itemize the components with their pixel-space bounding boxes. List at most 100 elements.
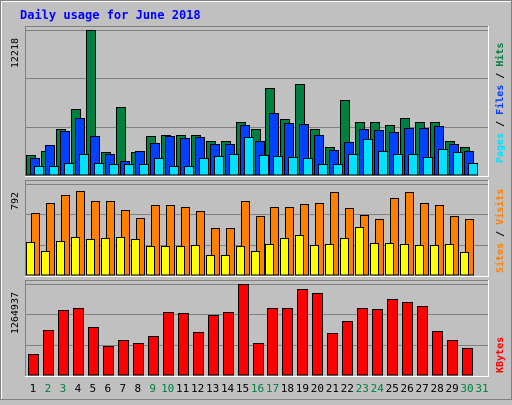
bar-pages-day-19 <box>303 158 313 176</box>
x-tick-day-1: 1 <box>30 382 37 395</box>
bar-pages-day-13 <box>214 156 224 176</box>
y-max-label: 12218 <box>10 38 21 68</box>
bar-sites-day-24 <box>370 243 379 276</box>
bar-pages-day-27 <box>423 157 433 176</box>
x-tick-day-9: 9 <box>149 382 156 395</box>
x-tick-day-3: 3 <box>60 382 67 395</box>
bar-pages-day-17 <box>273 156 283 176</box>
bar-pages-day-2 <box>49 166 59 176</box>
bar-sites-day-15 <box>236 246 245 276</box>
x-tick-day-10: 10 <box>161 382 174 395</box>
x-tick-day-8: 8 <box>134 382 141 395</box>
bar-kbytes-day-16 <box>253 343 264 376</box>
legend-entry: KBytes <box>495 337 506 373</box>
bar-sites-day-16 <box>251 251 260 276</box>
x-tick-day-22: 22 <box>341 382 354 395</box>
x-tick-day-7: 7 <box>119 382 126 395</box>
bar-kbytes-day-22 <box>342 321 353 376</box>
bar-kbytes-day-5 <box>88 327 99 376</box>
y-max-label: 792 <box>10 192 21 210</box>
bar-visits-day-10 <box>166 205 175 276</box>
legend-separator: / <box>495 225 506 243</box>
x-tick-day-16: 16 <box>251 382 264 395</box>
legend-hits: Pages / Files / Hits <box>494 43 506 163</box>
bar-kbytes-day-4 <box>73 308 84 376</box>
bar-pages-day-25 <box>393 154 403 176</box>
bar-visits-day-14 <box>226 228 235 276</box>
bar-kbytes-day-15 <box>238 284 249 376</box>
bar-pages-day-10 <box>169 166 179 176</box>
x-tick-day-24: 24 <box>371 382 385 395</box>
x-tick-day-20: 20 <box>311 382 324 395</box>
legend-entry: Sites <box>494 243 506 273</box>
x-tick-day-13: 13 <box>206 382 219 395</box>
bar-sites-day-11 <box>176 246 185 276</box>
bar-kbytes-day-24 <box>372 309 383 376</box>
bar-pages-day-18 <box>288 157 298 176</box>
bar-kbytes-day-21 <box>327 333 338 376</box>
bar-kbytes-day-28 <box>432 331 443 376</box>
bar-visits-day-15 <box>241 201 250 276</box>
chart-title: Daily usage for June 2018 <box>20 8 201 22</box>
bar-pages-day-22 <box>348 154 358 176</box>
bar-visits-day-27 <box>420 203 429 276</box>
x-tick-day-12: 12 <box>191 382 204 395</box>
x-tick-day-29: 29 <box>445 382 458 395</box>
x-tick-day-28: 28 <box>430 382 443 395</box>
panel-hits: 12218 Pages / Files / Hits <box>10 26 506 177</box>
panel-kbytes: 1264937 KBytes <box>10 280 506 377</box>
bar-visits-day-12 <box>196 211 205 276</box>
x-tick-day-19: 19 <box>296 382 309 395</box>
bar-sites-day-30 <box>460 252 469 276</box>
bar-pages-day-7 <box>124 164 134 176</box>
bar-kbytes-day-13 <box>208 315 219 376</box>
bar-sites-day-23 <box>355 227 364 276</box>
bar-pages-day-15 <box>244 137 254 176</box>
bar-visits-day-28 <box>435 205 444 276</box>
bar-pages-day-20 <box>318 164 328 176</box>
bar-kbytes-day-27 <box>417 306 428 376</box>
bar-sites-day-9 <box>146 246 155 276</box>
bar-sites-day-4 <box>71 237 80 276</box>
bar-sites-day-22 <box>340 238 349 276</box>
legend-kbytes: KBytes <box>495 337 506 373</box>
bar-kbytes-day-3 <box>58 310 69 376</box>
bar-pages-day-14 <box>229 154 239 176</box>
x-tick-day-26: 26 <box>401 382 414 395</box>
bar-visits-day-26 <box>405 192 414 276</box>
x-tick-day-2: 2 <box>45 382 52 395</box>
legend-entry: Visits <box>494 189 506 225</box>
x-tick-day-17: 17 <box>266 382 279 395</box>
x-axis-labels: 1 2 3 4 5 6 7 8 9 10 11 12 13 14 15 16 17 18 19 20 21 22 23 24 2… <box>30 382 489 395</box>
legend-entry: Hits <box>494 43 506 67</box>
bar-kbytes-day-10 <box>163 312 174 376</box>
legend-entry: Pages <box>495 133 506 163</box>
panel-visits: 792 Sites / Visits <box>10 180 506 277</box>
bar-kbytes-day-9 <box>148 336 159 376</box>
bar-pages-day-8 <box>139 164 149 176</box>
bar-sites-day-8 <box>131 239 140 276</box>
bar-kbytes-day-7 <box>118 340 129 376</box>
bar-kbytes-day-19 <box>297 289 308 376</box>
bar-pages-day-26 <box>408 154 418 176</box>
bar-visits-day-4 <box>76 191 85 276</box>
bar-pages-day-3 <box>64 163 74 176</box>
bar-sites-day-17 <box>265 244 274 276</box>
bar-kbytes-day-12 <box>193 332 204 376</box>
bar-sites-day-5 <box>86 239 95 276</box>
bar-visits-day-13 <box>211 228 220 276</box>
bar-pages-day-16 <box>259 155 269 176</box>
bar-sites-day-28 <box>430 245 439 276</box>
bar-kbytes-day-8 <box>133 343 144 376</box>
x-tick-day-15: 15 <box>236 382 249 395</box>
bar-kbytes-day-25 <box>387 299 398 376</box>
bar-visits-day-20 <box>315 203 324 276</box>
bar-kbytes-day-30 <box>462 348 473 376</box>
x-tick-day-31: 31 <box>475 382 488 395</box>
bar-visits-day-11 <box>181 207 190 276</box>
x-tick-day-6: 6 <box>105 382 112 395</box>
bar-sites-day-7 <box>116 237 125 276</box>
legend-visits: Sites / Visits <box>494 189 506 273</box>
